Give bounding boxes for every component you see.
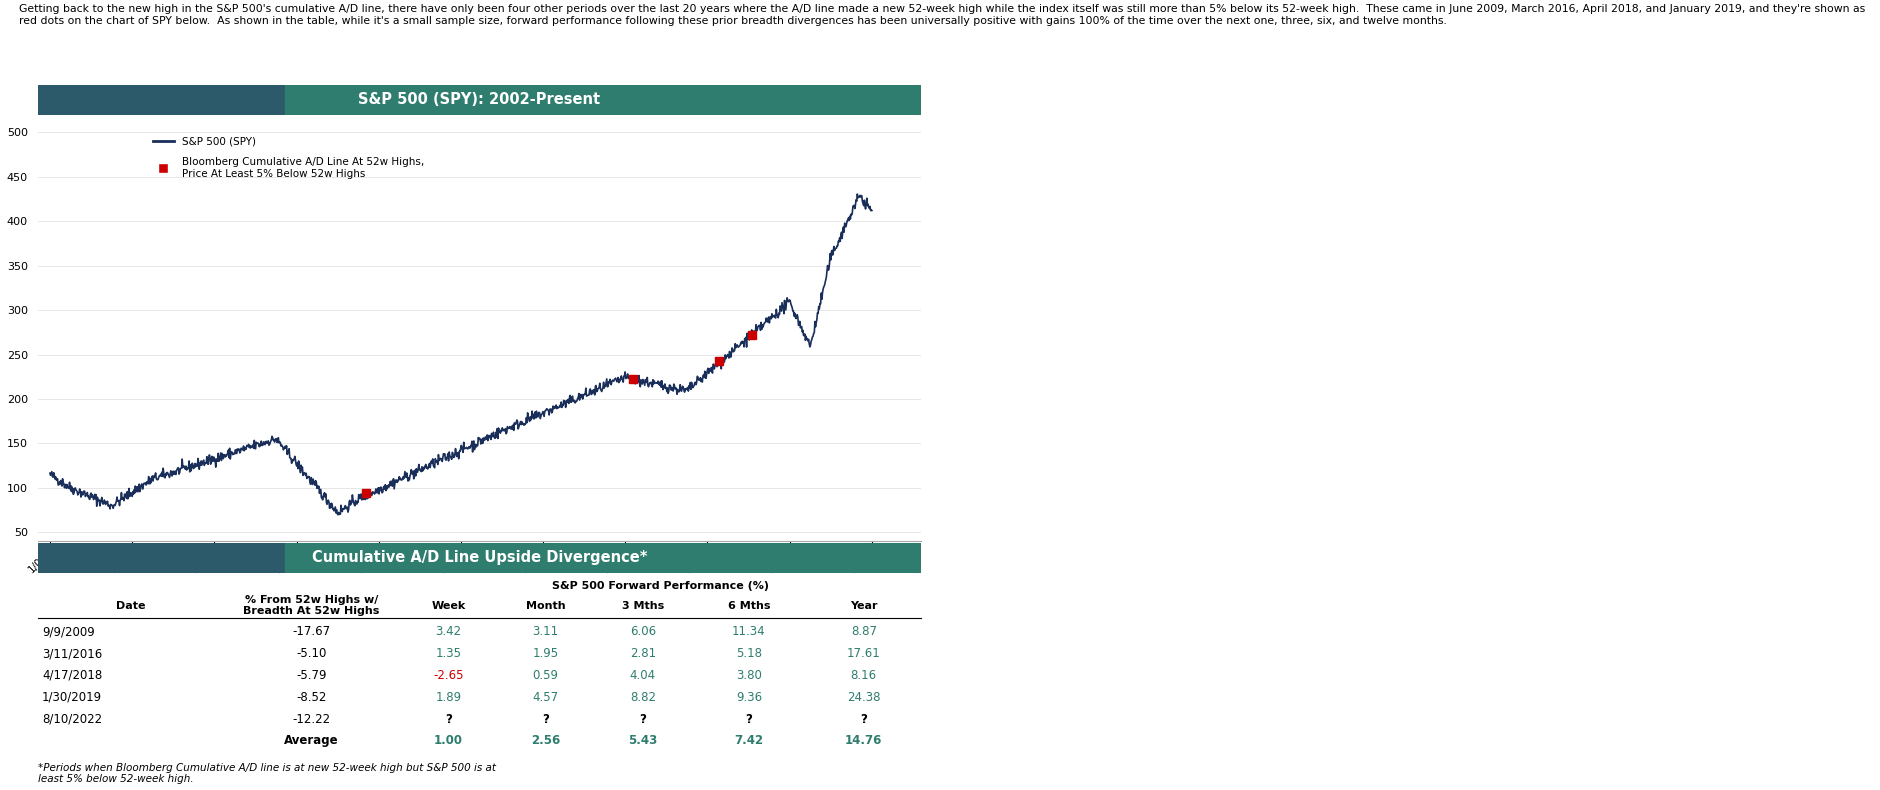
Text: -8.52: -8.52 [297, 690, 327, 704]
Text: 1.35: 1.35 [436, 647, 461, 660]
Text: Getting back to the new high in the S&P 500's cumulative A/D line, there have on: Getting back to the new high in the S&P … [19, 4, 1865, 25]
Text: 8.16: 8.16 [852, 669, 876, 682]
Bar [38, 85, 286, 115]
Text: 4.57: 4.57 [532, 690, 558, 704]
Text: Average: Average [284, 735, 338, 747]
Text: % From 52w Highs w/
Breadth At 52w Highs: % From 52w Highs w/ Breadth At 52w Highs [243, 595, 380, 616]
Text: -5.79: -5.79 [297, 669, 327, 682]
Text: 9.36: 9.36 [735, 690, 761, 704]
Bar [38, 543, 286, 573]
Text: S&P 500 Forward Performance (%): S&P 500 Forward Performance (%) [553, 581, 769, 591]
Text: 4.04: 4.04 [630, 669, 656, 682]
Text: 4/17/2018: 4/17/2018 [41, 669, 102, 682]
Text: 2.81: 2.81 [630, 647, 656, 660]
Text: 1/30/2019: 1/30/2019 [41, 690, 102, 704]
Text: 1.89: 1.89 [436, 690, 461, 704]
Text: -2.65: -2.65 [432, 669, 464, 682]
Text: 14.76: 14.76 [846, 735, 882, 747]
Text: 0.59: 0.59 [532, 669, 558, 682]
Text: 1.00: 1.00 [434, 735, 462, 747]
Text: 3.42: 3.42 [436, 625, 461, 638]
Text: ?: ? [446, 713, 451, 725]
Text: 3/11/2016: 3/11/2016 [41, 647, 102, 660]
Text: Cumulative A/D Line Upside Divergence*: Cumulative A/D Line Upside Divergence* [312, 551, 647, 565]
Text: 3 Mths: 3 Mths [622, 600, 664, 611]
Text: ?: ? [746, 713, 752, 725]
Text: ?: ? [861, 713, 867, 725]
Text: 3.11: 3.11 [532, 625, 558, 638]
Text: 3.80: 3.80 [735, 669, 761, 682]
Text: 8.87: 8.87 [852, 625, 876, 638]
Text: Date: Date [117, 600, 145, 611]
Bar [286, 85, 921, 115]
Text: Week: Week [431, 600, 466, 611]
Text: 8/10/2022: 8/10/2022 [41, 713, 102, 725]
Text: 1.95: 1.95 [532, 647, 558, 660]
Text: 5.43: 5.43 [628, 735, 658, 747]
Text: Month: Month [526, 600, 566, 611]
Text: 17.61: 17.61 [846, 647, 880, 660]
Text: 5.18: 5.18 [735, 647, 761, 660]
Text: 7.42: 7.42 [735, 735, 763, 747]
Text: ?: ? [541, 713, 549, 725]
Text: ?: ? [639, 713, 647, 725]
Legend: S&P 500 (SPY), Bloomberg Cumulative A/D Line At 52w Highs,
Price At Least 5% Bel: S&P 500 (SPY), Bloomberg Cumulative A/D … [149, 133, 429, 183]
Text: 6 Mths: 6 Mths [728, 600, 771, 611]
Text: 2.56: 2.56 [530, 735, 560, 747]
Bar [286, 543, 921, 573]
Text: 8.82: 8.82 [630, 690, 656, 704]
Text: S&P 500 (SPY): 2002-Present: S&P 500 (SPY): 2002-Present [359, 92, 600, 107]
Text: 6.06: 6.06 [630, 625, 656, 638]
Text: -12.22: -12.22 [293, 713, 331, 725]
Text: *Periods when Bloomberg Cumulative A/D line is at new 52-week high but S&P 500 i: *Periods when Bloomberg Cumulative A/D l… [38, 763, 496, 784]
Text: -17.67: -17.67 [293, 625, 331, 638]
Text: -5.10: -5.10 [297, 647, 327, 660]
Text: 11.34: 11.34 [731, 625, 765, 638]
Text: 24.38: 24.38 [848, 690, 880, 704]
Text: Year: Year [850, 600, 878, 611]
Text: 9/9/2009: 9/9/2009 [41, 625, 94, 638]
